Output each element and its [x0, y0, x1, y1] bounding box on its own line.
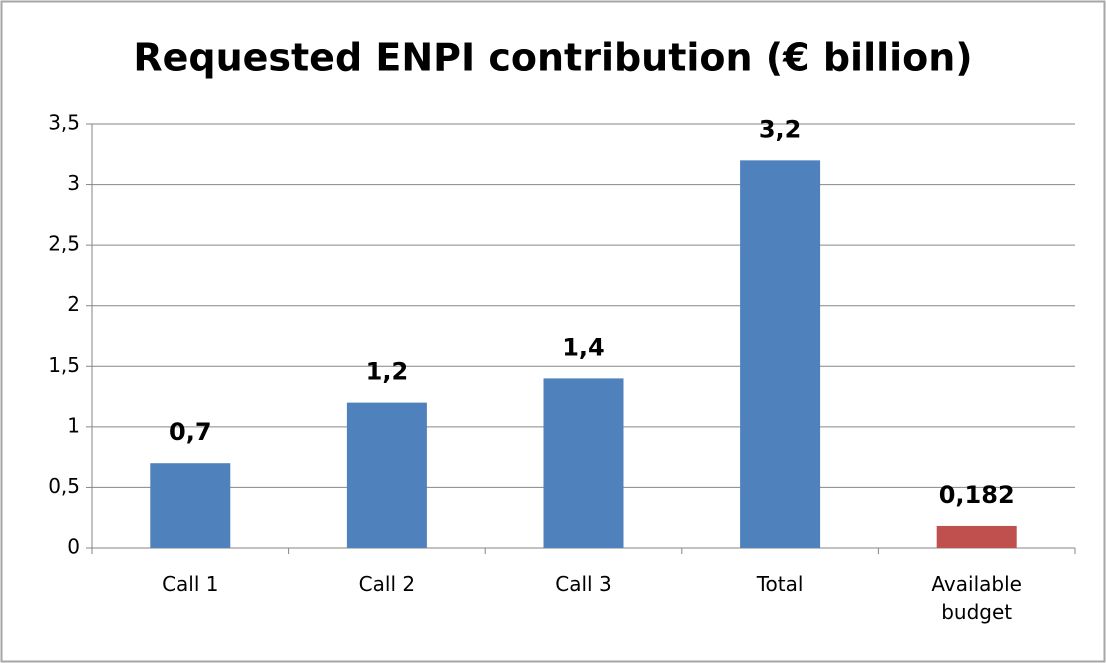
y-tick-label: 3,5 [48, 111, 80, 135]
x-tick-label: Call 2 [358, 572, 416, 596]
x-tick-label: Available budget [931, 572, 1022, 624]
data-label: 1,2 [366, 358, 409, 386]
y-tick-label: 2 [67, 292, 80, 316]
data-label: 3,2 [759, 115, 802, 143]
data-label: 1,4 [562, 333, 605, 361]
chart-title: Requested ENPI contribution (€ billion) [133, 36, 972, 80]
data-label: 0,182 [939, 481, 1015, 509]
bar [740, 160, 821, 549]
x-tick-label: Total [756, 572, 804, 596]
bar [346, 402, 427, 548]
x-tick-label: Call 1 [162, 572, 219, 596]
y-tick-label: 1,5 [48, 353, 80, 377]
y-tick-label: 3 [67, 171, 80, 195]
bar [936, 525, 1017, 548]
data-label: 0,7 [169, 418, 212, 446]
x-tick-label: Call 3 [555, 572, 612, 596]
y-tick-label: 0 [67, 535, 80, 559]
y-tick-label: 0,5 [48, 474, 80, 498]
bar [543, 378, 624, 548]
y-tick-label: 2,5 [48, 232, 80, 256]
bar [150, 463, 231, 548]
y-tick-label: 1 [67, 413, 80, 437]
